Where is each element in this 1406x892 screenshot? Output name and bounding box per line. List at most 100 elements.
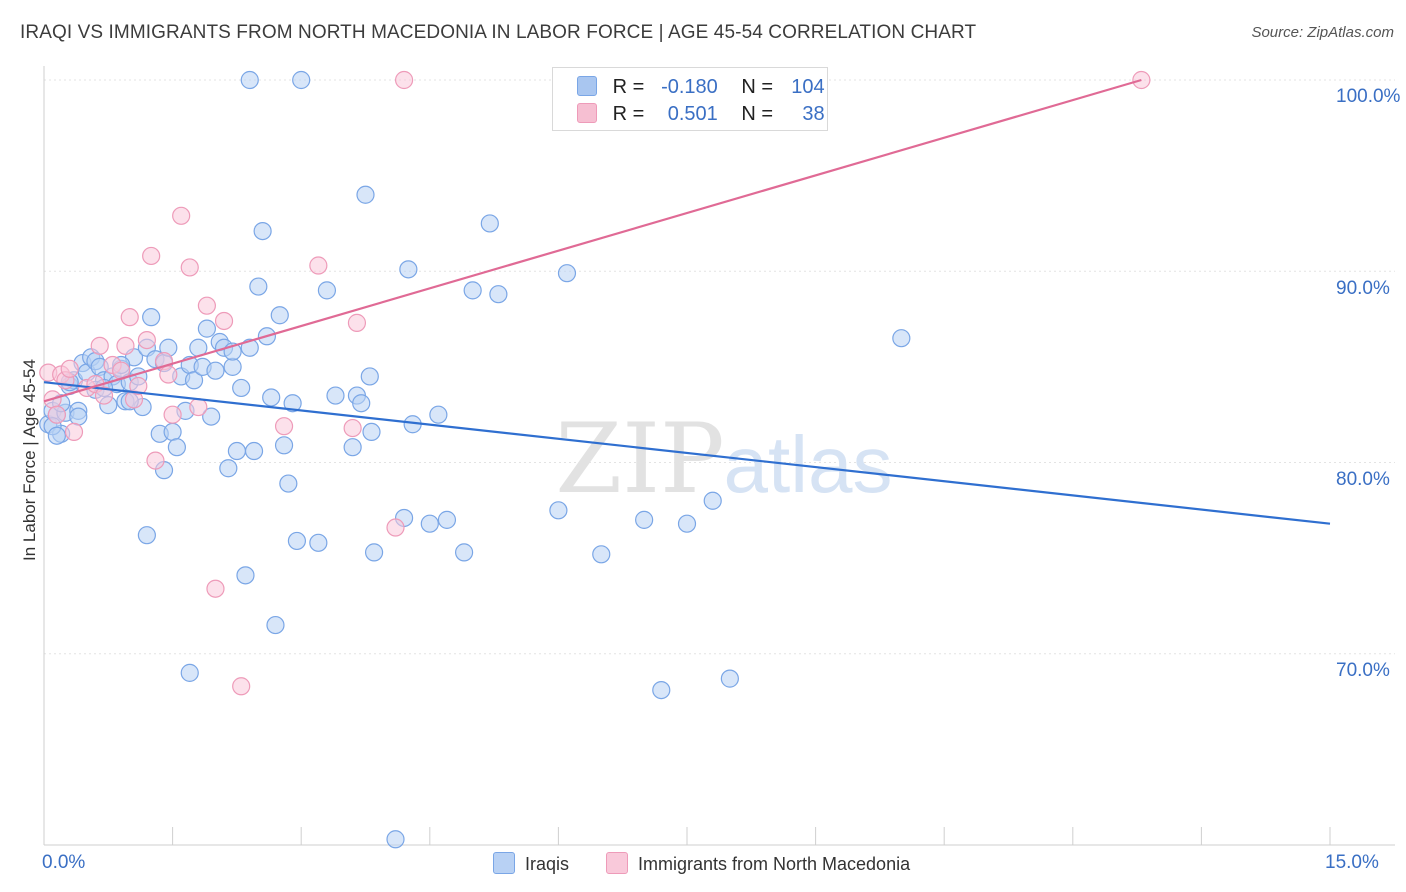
chart-title: IRAQI VS IMMIGRANTS FROM NORTH MACEDONIA… bbox=[20, 22, 977, 43]
legend-swatch-macedonia bbox=[606, 852, 628, 874]
point-macedonia bbox=[189, 397, 208, 417]
point-macedonia bbox=[206, 579, 225, 598]
point-iraqis bbox=[386, 830, 405, 849]
point-iraqis bbox=[249, 277, 268, 296]
point-iraqis bbox=[253, 221, 272, 241]
n-label: N = bbox=[741, 103, 774, 125]
legend-item-macedonia: Immigrants from North Macedonia bbox=[606, 852, 910, 875]
point-iraqis bbox=[326, 386, 345, 405]
point-iraqis bbox=[343, 438, 362, 457]
point-iraqis bbox=[184, 371, 204, 390]
point-iraqis bbox=[352, 394, 371, 413]
point-iraqis bbox=[219, 459, 238, 478]
point-macedonia bbox=[137, 331, 156, 350]
r-label: R = bbox=[612, 76, 645, 98]
point-iraqis bbox=[549, 501, 568, 520]
point-macedonia bbox=[309, 256, 328, 275]
point-iraqis bbox=[720, 669, 739, 688]
point-iraqis bbox=[283, 394, 302, 413]
point-iraqis bbox=[202, 407, 221, 426]
point-macedonia bbox=[214, 311, 234, 331]
point-macedonia bbox=[172, 206, 191, 225]
point-macedonia bbox=[146, 451, 165, 470]
y-tick-label-100: 100.0% bbox=[1336, 86, 1401, 107]
stats-legend-row-iraqis: R = -0.180 N = 104 bbox=[577, 76, 825, 99]
x-tick-label-max: 15.0% bbox=[1325, 852, 1379, 873]
y-tick-label-80: 80.0% bbox=[1336, 469, 1390, 490]
point-macedonia bbox=[94, 386, 114, 405]
y-tick-label-70: 70.0% bbox=[1336, 660, 1390, 681]
point-macedonia bbox=[232, 677, 251, 696]
point-iraqis bbox=[317, 281, 337, 300]
legend-label-iraqis: Iraqis bbox=[525, 854, 570, 874]
x-tick-label-min: 0.0% bbox=[42, 852, 86, 873]
r-label: R = bbox=[612, 103, 645, 125]
point-macedonia bbox=[274, 417, 294, 436]
point-macedonia bbox=[394, 70, 414, 90]
point-iraqis bbox=[227, 441, 246, 461]
iraqis-swatch bbox=[577, 76, 597, 96]
stats-legend: R = -0.180 N = 104 R = 0.501 N = 38 bbox=[552, 67, 828, 131]
legend-item-iraqis: Iraqis bbox=[493, 852, 569, 875]
point-iraqis bbox=[197, 319, 216, 338]
point-iraqis bbox=[232, 378, 251, 398]
point-iraqis bbox=[270, 306, 289, 325]
point-iraqis bbox=[635, 510, 654, 529]
point-iraqis bbox=[489, 285, 508, 304]
point-iraqis bbox=[892, 329, 911, 348]
point-iraqis bbox=[274, 436, 294, 455]
point-macedonia bbox=[90, 336, 109, 355]
point-macedonia bbox=[129, 376, 148, 396]
stats-legend-row-macedonia: R = 0.501 N = 38 bbox=[577, 103, 825, 126]
point-iraqis bbox=[236, 566, 255, 585]
point-iraqis bbox=[356, 185, 375, 204]
point-iraqis bbox=[240, 70, 259, 90]
point-iraqis bbox=[437, 510, 457, 529]
point-iraqis bbox=[454, 543, 474, 562]
point-iraqis bbox=[262, 388, 281, 407]
point-iraqis bbox=[206, 361, 225, 380]
watermark-atlas: atlas bbox=[724, 420, 893, 509]
macedonia-r-value: 0.501 bbox=[667, 103, 718, 125]
point-iraqis bbox=[47, 426, 66, 445]
point-iraqis bbox=[180, 663, 199, 682]
macedonia-n-value: 38 bbox=[802, 103, 825, 125]
point-macedonia bbox=[47, 405, 66, 424]
point-macedonia bbox=[116, 336, 135, 355]
point-iraqis bbox=[69, 407, 88, 426]
iraqis-r-value: -0.180 bbox=[661, 76, 718, 98]
macedonia-swatch bbox=[577, 103, 597, 123]
legend-swatch-iraqis bbox=[493, 852, 515, 874]
watermark-zip: ZIP bbox=[555, 403, 724, 515]
point-macedonia bbox=[142, 246, 161, 266]
point-iraqis bbox=[463, 281, 482, 300]
point-iraqis bbox=[309, 533, 328, 552]
point-macedonia bbox=[343, 418, 362, 438]
point-iraqis bbox=[292, 70, 311, 90]
point-iraqis bbox=[244, 441, 264, 461]
point-macedonia bbox=[386, 518, 405, 537]
point-macedonia bbox=[60, 359, 79, 378]
point-iraqis bbox=[652, 680, 671, 700]
point-macedonia bbox=[197, 296, 216, 315]
point-macedonia bbox=[64, 422, 84, 441]
point-iraqis bbox=[703, 491, 722, 510]
point-iraqis bbox=[360, 367, 379, 386]
point-macedonia bbox=[159, 365, 178, 384]
point-iraqis bbox=[137, 526, 156, 545]
point-iraqis bbox=[677, 514, 697, 533]
point-iraqis bbox=[266, 615, 285, 635]
legend-label-macedonia: Immigrants from North Macedonia bbox=[638, 854, 911, 874]
point-iraqis bbox=[364, 543, 384, 562]
point-iraqis bbox=[279, 474, 298, 493]
point-iraqis bbox=[480, 214, 499, 233]
point-iraqis bbox=[362, 422, 381, 441]
point-macedonia bbox=[347, 313, 367, 332]
point-iraqis bbox=[223, 357, 242, 376]
point-iraqis bbox=[592, 545, 611, 564]
point-macedonia bbox=[180, 258, 199, 277]
point-macedonia bbox=[163, 405, 182, 424]
point-iraqis bbox=[557, 264, 577, 283]
point-iraqis bbox=[167, 438, 186, 457]
